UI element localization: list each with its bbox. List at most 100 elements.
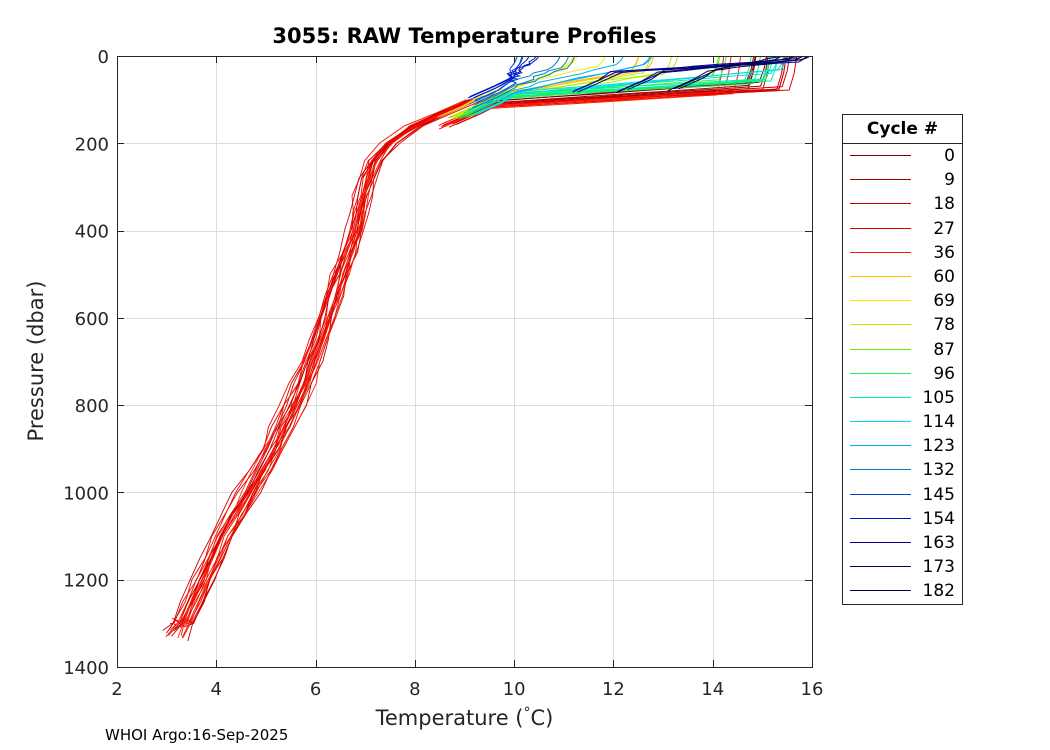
legend-item: 9 (843, 168, 962, 192)
profile-lines (162, 55, 810, 642)
axis-ticks: 2 4 6 8 10 12 14 16 0 200 400 600 800 1000 1200 1400 (63, 47, 823, 700)
legend-label: 154 (922, 508, 955, 529)
legend-swatch (850, 566, 911, 568)
surface-profile-line (577, 55, 782, 93)
legend-swatch (850, 300, 911, 302)
legend-item: 114 (843, 410, 962, 434)
x-tick-label: 8 (409, 679, 420, 700)
legend-label: 87 (933, 339, 955, 360)
surface-profile-line (667, 55, 810, 92)
x-axis-label-unit: C) (530, 706, 554, 730)
x-tick-label: 10 (503, 679, 526, 700)
legend-label: 163 (922, 533, 955, 553)
legend-item: 0 (843, 144, 962, 168)
legend-label: 78 (933, 315, 955, 336)
legend-swatch (850, 542, 911, 543)
legend-item: 163 (843, 531, 962, 555)
x-tick-label: 16 (801, 679, 824, 700)
legend-label: 105 (922, 387, 955, 408)
x-axis-label-text: Temperature ( (375, 706, 524, 730)
legend-item: 69 (843, 289, 962, 313)
legend-label: 145 (922, 484, 955, 505)
legend-swatch (850, 275, 911, 277)
degree-symbol: ° (523, 705, 531, 721)
legend-item: 154 (843, 507, 962, 531)
legend-label: 69 (933, 291, 955, 312)
legend-item: 60 (843, 265, 962, 289)
legend-swatch (850, 590, 911, 592)
legend-swatch (850, 493, 911, 495)
x-tick-label: 12 (602, 679, 625, 700)
legend-item: 123 (843, 434, 962, 458)
legend-item: 173 (843, 555, 962, 579)
surface-profile-line (473, 56, 537, 99)
y-tick-label: 1400 (63, 658, 109, 679)
legend-item: 78 (843, 313, 962, 337)
legend-label: 36 (933, 242, 955, 263)
legend-label: 173 (922, 557, 955, 578)
surface-profile-line (468, 56, 561, 105)
axes-box (117, 56, 813, 668)
axes-background (117, 56, 812, 667)
deep-profile-line (181, 99, 478, 638)
legend-swatch (850, 421, 911, 423)
x-tick-label: 4 (211, 679, 222, 700)
legend-rows: 0 9 18 27 36 60 69 78 87 96 105 114 123 132 145 154 163 1… (843, 144, 962, 604)
legend-item: 182 (843, 579, 962, 603)
legend-item: 18 (843, 192, 962, 216)
x-tick-label: 2 (111, 679, 122, 700)
surface-profile-line (474, 56, 570, 106)
legend-swatch (850, 469, 911, 471)
legend-swatch (850, 372, 911, 374)
surface-profile-line (475, 56, 651, 112)
surface-profile-line (616, 55, 803, 93)
legend-item: 87 (843, 338, 962, 362)
y-tick-label: 1000 (63, 483, 109, 504)
legend-item: 145 (843, 483, 962, 507)
y-tick-label: 200 (75, 134, 109, 155)
deep-profile-line (162, 99, 469, 631)
legend-label: 114 (922, 412, 955, 433)
legend-swatch (850, 324, 911, 326)
credit-text: WHOI Argo:16-Sep-2025 (105, 726, 289, 744)
y-tick-label: 600 (75, 309, 109, 330)
surface-profile-line (464, 56, 779, 115)
legend-label: 96 (933, 363, 955, 384)
x-tick-label: 6 (310, 679, 321, 700)
legend-item: 27 (843, 217, 962, 241)
legend-swatch (850, 203, 911, 205)
legend-label: 132 (922, 460, 955, 481)
legend-swatch (850, 348, 911, 350)
surface-profile-line (469, 56, 540, 98)
legend-item: 36 (843, 241, 962, 265)
surface-profile-line (447, 56, 606, 114)
x-axis-label: Temperature (°C) (117, 705, 812, 730)
deep-profile-line (186, 99, 485, 625)
legend-item: 105 (843, 386, 962, 410)
surface-profile-line (472, 56, 576, 109)
legend: Cycle # 0 9 18 27 36 60 69 78 87 96 105 114 123 132 14… (842, 114, 963, 605)
legend-title: Cycle # (843, 115, 962, 144)
legend-item: 132 (843, 458, 962, 482)
deep-profile-line (180, 99, 478, 636)
legend-swatch (850, 517, 911, 519)
y-axis-label-text: Pressure (dbar) (24, 280, 48, 442)
legend-swatch (850, 227, 911, 229)
legend-swatch (850, 445, 911, 447)
y-tick-label: 0 (98, 47, 109, 68)
surface-profile-line (467, 56, 530, 99)
surface-profile-line (573, 56, 794, 92)
y-tick-label: 1200 (63, 571, 109, 592)
legend-label: 0 (944, 146, 955, 166)
deep-profile-line (176, 99, 475, 624)
legend-label: 9 (944, 170, 955, 191)
surface-profile-line (467, 56, 624, 111)
legend-item: 96 (843, 362, 962, 386)
legend-label: 123 (922, 436, 955, 457)
chart-title: 3055: RAW Temperature Profiles (272, 24, 657, 48)
y-tick-label: 400 (75, 222, 109, 243)
legend-label: 60 (933, 266, 955, 287)
legend-swatch (850, 155, 911, 156)
legend-label: 27 (933, 218, 955, 239)
